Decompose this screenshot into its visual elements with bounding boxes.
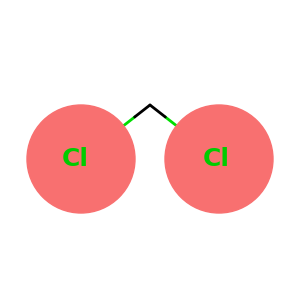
Circle shape <box>165 105 273 213</box>
Circle shape <box>27 105 135 213</box>
Text: Cl: Cl <box>61 147 88 171</box>
Text: Cl: Cl <box>202 147 230 171</box>
